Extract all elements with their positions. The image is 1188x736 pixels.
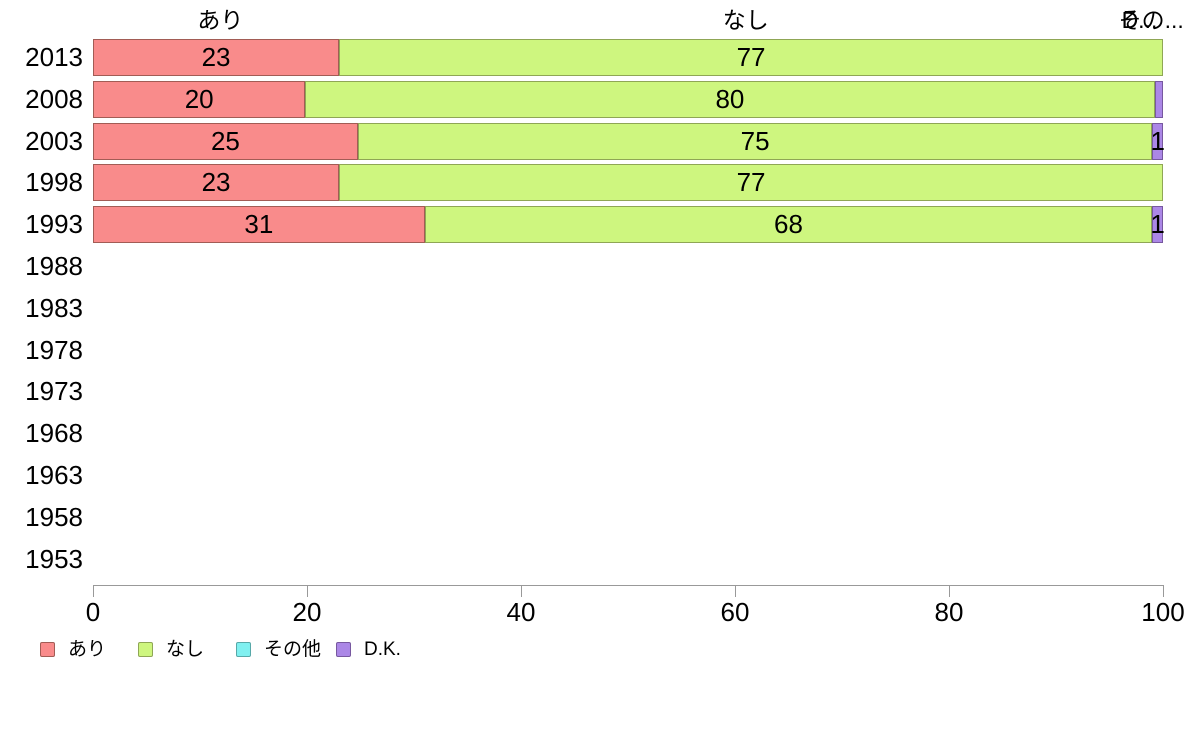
bar-segment-dk	[1154, 80, 1163, 118]
x-axis-tick-label: 80	[934, 597, 964, 627]
x-axis-tick-label: 100	[1141, 597, 1185, 627]
bar: 31 68 1	[93, 206, 1165, 244]
y-axis-label: 1998	[25, 167, 83, 198]
y-axis-label: 1978	[25, 334, 83, 365]
bar-row: 1988	[0, 246, 1188, 288]
bar-segment-nashi: 75	[357, 122, 1153, 160]
bar-value-label: 75	[740, 125, 770, 156]
x-axis-line	[93, 585, 1163, 586]
x-axis-tick	[949, 585, 950, 597]
y-axis-label: 1983	[25, 292, 83, 323]
y-axis-label: 1973	[25, 376, 83, 407]
bar-row: 2013 23 77	[0, 37, 1188, 79]
x-axis-tick	[93, 585, 94, 597]
top-series-labels: あり なし その... D...	[93, 6, 1183, 34]
top-series-label: なし	[722, 7, 769, 33]
y-axis-label: 1953	[25, 543, 83, 574]
bar-row: 1963	[0, 455, 1188, 497]
bar-value-label: 1	[1150, 125, 1165, 156]
bar-segment-nashi: 68	[424, 206, 1153, 244]
bar-segment-ari: 20	[93, 80, 306, 118]
x-axis-tick	[521, 585, 522, 597]
bar-segment-dk: 1	[1150, 122, 1165, 160]
bar-value-label: 77	[736, 167, 766, 198]
y-axis-label: 2013	[25, 42, 83, 72]
legend-label: D.K.	[364, 639, 401, 660]
bar-row: 1978	[0, 330, 1188, 372]
bar-row: 1983	[0, 288, 1188, 330]
x-axis-tick	[735, 585, 736, 597]
x-axis-tick-label: 0	[85, 597, 101, 627]
bar-segment-nashi: 77	[339, 164, 1163, 202]
bar-row: 1968	[0, 413, 1188, 455]
bar: 23 77	[93, 164, 1163, 202]
bar-row: 2008 20 80	[0, 79, 1188, 121]
plot-area: 2013 23 77 2008 20 80 2003 25 75 1 1998 23 77 1993 31 6…	[0, 37, 1188, 581]
bar-segment-nashi: 77	[339, 39, 1163, 76]
bar: 20 80	[93, 80, 1163, 118]
top-series-label: その...	[1118, 7, 1184, 33]
legend-swatch	[138, 642, 153, 657]
legend-label: なし	[166, 639, 205, 660]
bar-row: 1958	[0, 497, 1188, 539]
x-axis-tick	[307, 585, 308, 597]
y-axis-label: 1993	[25, 209, 83, 240]
x-axis-tick-label: 40	[506, 597, 536, 627]
bar: 23 77	[93, 39, 1163, 76]
legend-label: あり	[68, 639, 107, 660]
bar-segment-ari: 23	[93, 164, 340, 202]
legend: あり なし その他 D.K.	[0, 640, 1188, 662]
bar: 25 75 1	[93, 122, 1165, 160]
x-axis-tick	[1163, 585, 1164, 597]
bar-segment-ari: 25	[93, 122, 358, 160]
y-axis-label: 1958	[25, 501, 83, 532]
x-axis-tick-label: 60	[720, 597, 750, 627]
bar-value-label: 80	[715, 83, 745, 114]
bar-value-label: 23	[201, 167, 231, 198]
bar-row: 1973	[0, 371, 1188, 413]
bar-value-label: 1	[1150, 209, 1165, 240]
bar-row: 1998 23 77	[0, 162, 1188, 204]
bar-row: 2003 25 75 1	[0, 121, 1188, 163]
y-axis-label: 1988	[25, 251, 83, 281]
top-series-label: あり	[197, 7, 244, 33]
y-axis-label: 2008	[25, 83, 83, 114]
bar-value-label: 20	[184, 83, 214, 114]
bar-row: 1953	[0, 539, 1188, 581]
legend-label: その他	[264, 639, 322, 660]
legend-swatch	[336, 642, 351, 657]
y-axis-label: 2003	[25, 125, 83, 156]
bar-value-label: 68	[774, 209, 803, 240]
y-axis-label: 1968	[25, 418, 83, 449]
bar-value-label: 77	[736, 42, 766, 72]
bar-value-label: 31	[244, 209, 274, 240]
bar-segment-ari: 23	[93, 39, 340, 76]
x-axis: 0 20 40 60 80 100	[86, 585, 1185, 630]
top-series-label: D...	[1121, 7, 1158, 33]
bar-segment-dk: 1	[1150, 206, 1165, 244]
legend-swatch	[40, 642, 55, 657]
bar-segment-nashi: 80	[305, 80, 1155, 118]
y-axis-label: 1963	[25, 460, 83, 490]
x-axis-tick-label: 20	[292, 597, 322, 627]
bar-value-label: 25	[210, 125, 240, 156]
bar-row: 1993 31 68 1	[0, 204, 1188, 246]
legend-swatch	[236, 642, 251, 657]
bar-value-label: 23	[201, 42, 231, 72]
bar-segment-ari: 31	[93, 206, 425, 244]
